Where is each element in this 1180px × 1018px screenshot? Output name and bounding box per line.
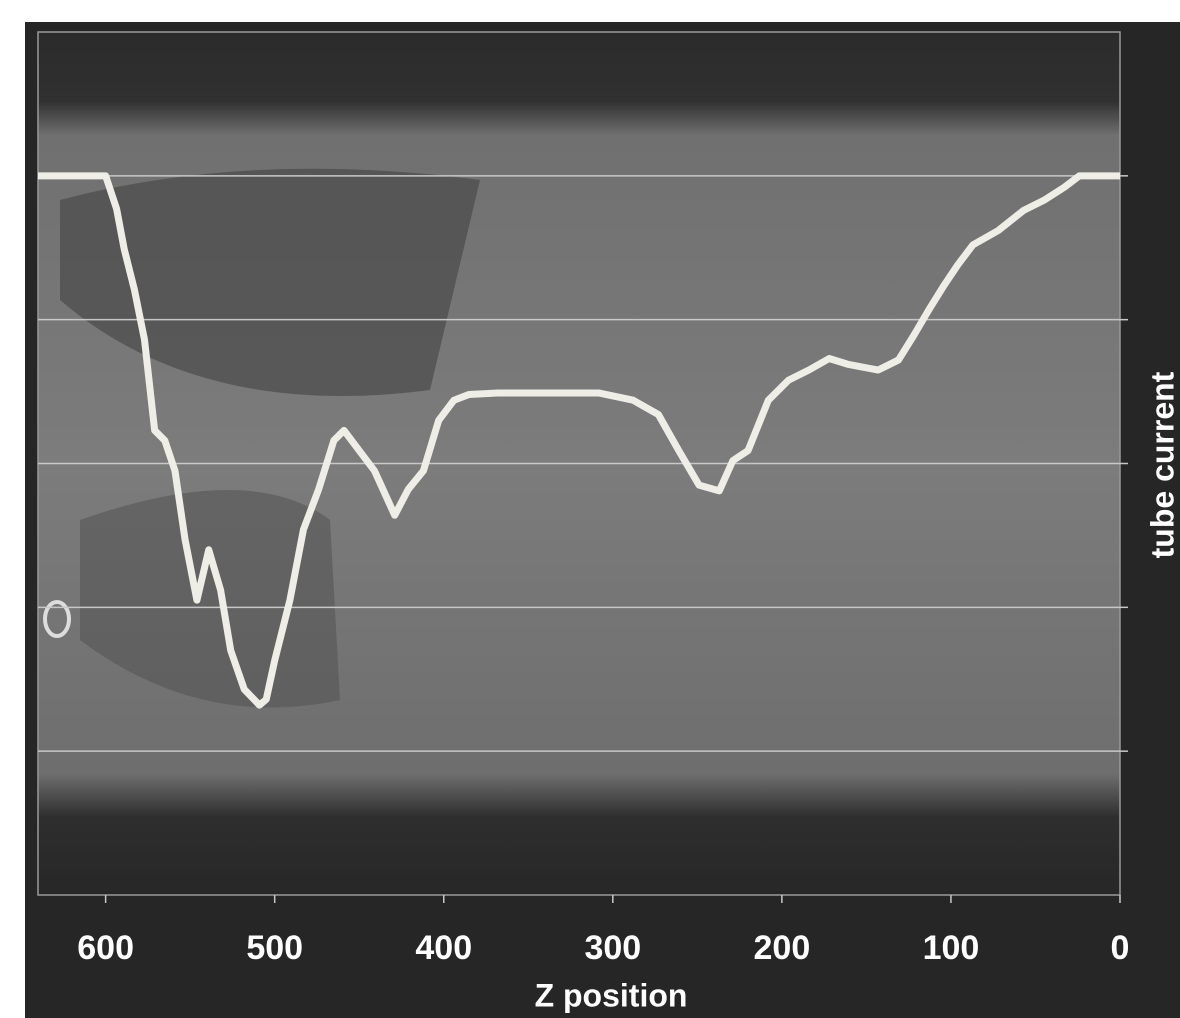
x-tick-label: 500: [246, 929, 303, 967]
chart: tube current Z position 600 500 400 300 200 1…: [0, 0, 1180, 1018]
x-tick-label: 600: [77, 929, 134, 967]
x-tick-label: 300: [584, 929, 641, 967]
x-axis-label: Z position: [535, 977, 688, 1013]
x-tick-label: 400: [415, 929, 472, 967]
x-tick-label: 200: [754, 929, 811, 967]
y-axis-label: tube current: [1144, 371, 1180, 558]
x-tick-label: 100: [923, 929, 980, 967]
page: {"chart_data": {"type": "line", "x_label…: [0, 0, 1180, 1018]
x-tick-label: 0: [1111, 929, 1130, 967]
